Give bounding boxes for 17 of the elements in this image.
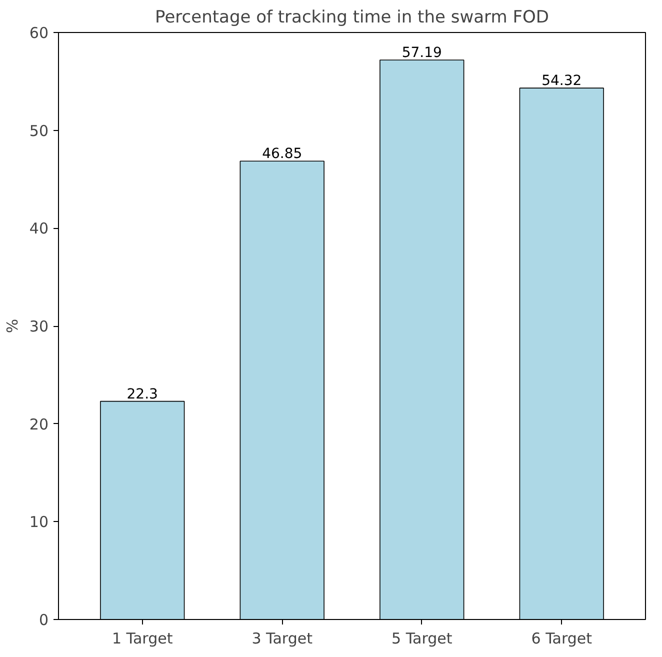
y-tick-label: 10 (29, 513, 49, 532)
y-tick-label: 60 (29, 24, 49, 42)
y-tick-label: 40 (29, 220, 49, 238)
y-tick-label: 30 (29, 318, 49, 336)
x-tick-label: 5 Target (392, 630, 452, 648)
y-axis-title: % (3, 318, 22, 334)
data-label: 22.3 (126, 386, 158, 402)
y-tick-label: 0 (38, 611, 49, 629)
chart-title: Percentage of tracking time in the swarm FOD (155, 8, 549, 28)
y-tick-label: 20 (29, 415, 49, 434)
x-tick-label: 1 Target (112, 630, 173, 648)
x-tick-label: 6 Target (531, 630, 592, 648)
data-label: 54.32 (542, 73, 582, 90)
x-tick-label: 3 Target (252, 630, 313, 648)
data-label: 46.85 (262, 146, 302, 162)
y-tick-label: 50 (29, 122, 49, 140)
data-label: 57.19 (402, 44, 442, 61)
